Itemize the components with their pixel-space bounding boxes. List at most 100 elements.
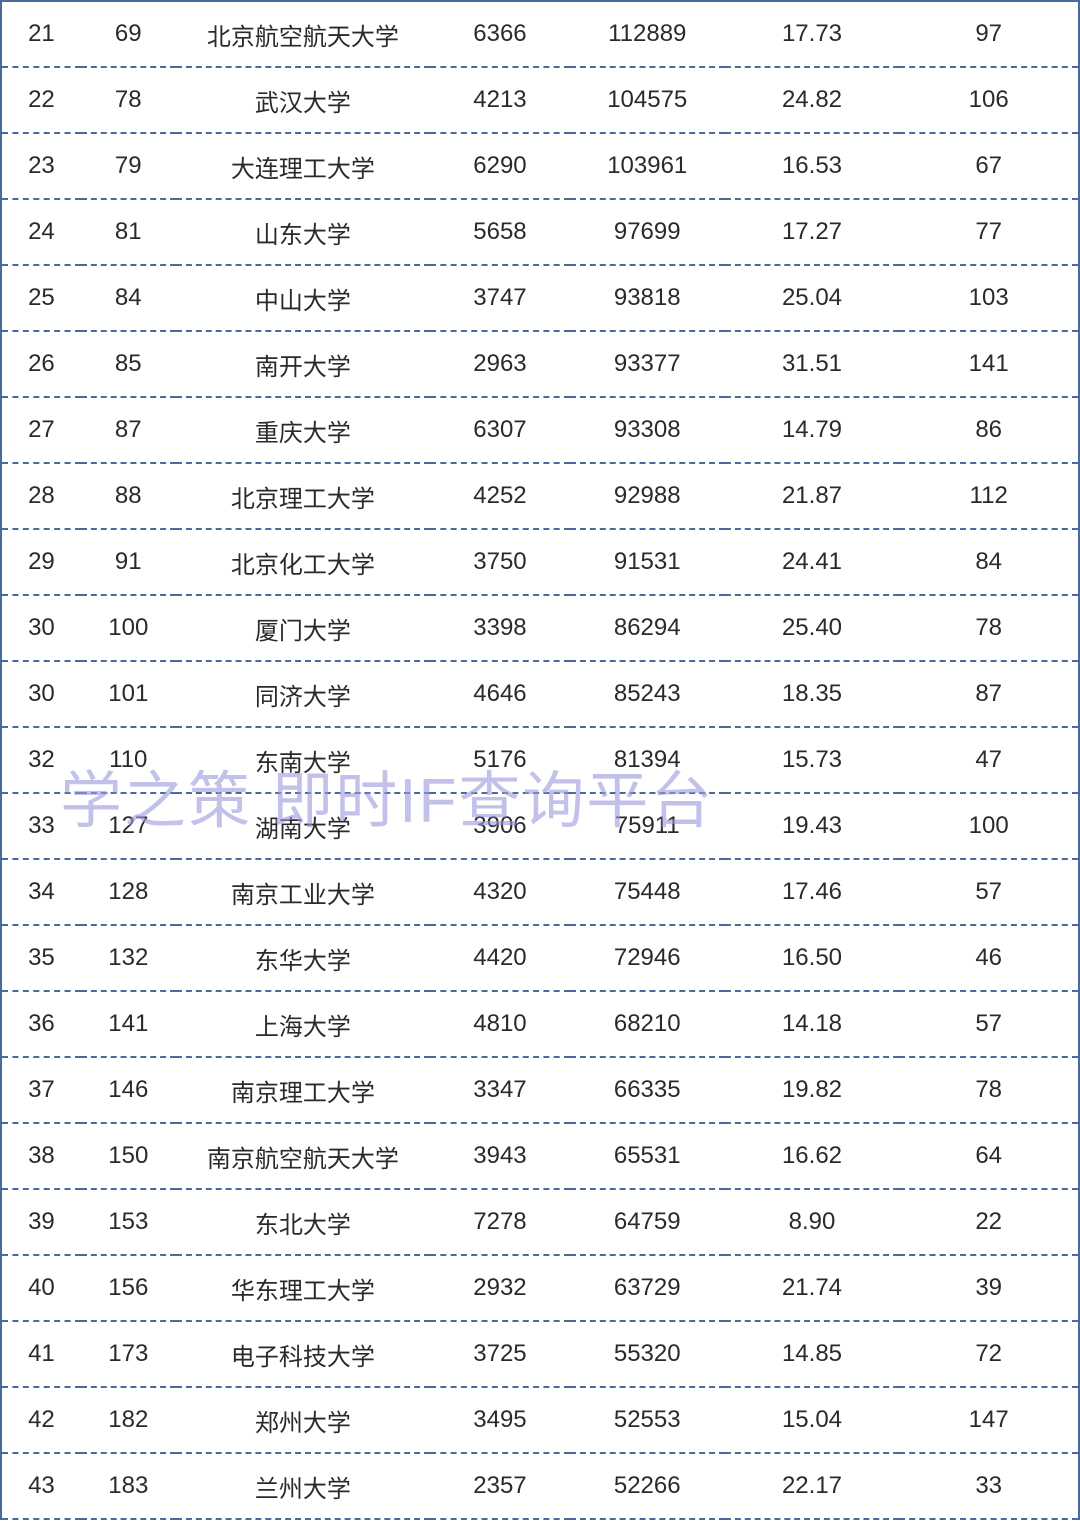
value3-cell: 25.40 xyxy=(725,595,900,661)
university-cell: 华东理工大学 xyxy=(176,1255,430,1321)
university-cell: 电子科技大学 xyxy=(176,1321,430,1387)
value1-cell: 3943 xyxy=(430,1123,570,1189)
value2-cell: 103961 xyxy=(570,133,725,199)
table-row: 35132东华大学44207294616.5046 xyxy=(1,925,1079,991)
value3-cell: 17.73 xyxy=(725,1,900,67)
value4-cell: 72 xyxy=(899,1321,1079,1387)
value2-cell: 86294 xyxy=(570,595,725,661)
university-cell: 南开大学 xyxy=(176,331,430,397)
code-cell: 183 xyxy=(81,1453,176,1519)
value1-cell: 6290 xyxy=(430,133,570,199)
rank-cell: 22 xyxy=(1,67,81,133)
code-cell: 127 xyxy=(81,793,176,859)
code-cell: 87 xyxy=(81,397,176,463)
value2-cell: 75448 xyxy=(570,859,725,925)
value1-cell: 2932 xyxy=(430,1255,570,1321)
table-row: 37146南京理工大学33476633519.8278 xyxy=(1,1057,1079,1123)
code-cell: 182 xyxy=(81,1387,176,1453)
rank-cell: 33 xyxy=(1,793,81,859)
value3-cell: 18.35 xyxy=(725,661,900,727)
code-cell: 69 xyxy=(81,1,176,67)
value1-cell: 3750 xyxy=(430,529,570,595)
rank-cell: 36 xyxy=(1,991,81,1057)
table-row: 2685南开大学29639337731.51141 xyxy=(1,331,1079,397)
table-row: 30101同济大学46468524318.3587 xyxy=(1,661,1079,727)
rank-cell: 28 xyxy=(1,463,81,529)
value1-cell: 4252 xyxy=(430,463,570,529)
table-row: 2481山东大学56589769917.2777 xyxy=(1,199,1079,265)
value2-cell: 93377 xyxy=(570,331,725,397)
rank-cell: 30 xyxy=(1,661,81,727)
value1-cell: 5176 xyxy=(430,727,570,793)
university-cell: 郑州大学 xyxy=(176,1387,430,1453)
university-cell: 厦门大学 xyxy=(176,595,430,661)
value4-cell: 33 xyxy=(899,1453,1079,1519)
table-row: 2379大连理工大学629010396116.5367 xyxy=(1,133,1079,199)
university-cell: 东华大学 xyxy=(176,925,430,991)
code-cell: 88 xyxy=(81,463,176,529)
university-cell: 武汉大学 xyxy=(176,67,430,133)
value3-cell: 14.18 xyxy=(725,991,900,1057)
value3-cell: 21.74 xyxy=(725,1255,900,1321)
table-row: 38150南京航空航天大学39436553116.6264 xyxy=(1,1123,1079,1189)
value2-cell: 64759 xyxy=(570,1189,725,1255)
code-cell: 110 xyxy=(81,727,176,793)
rank-cell: 21 xyxy=(1,1,81,67)
code-cell: 156 xyxy=(81,1255,176,1321)
value4-cell: 78 xyxy=(899,595,1079,661)
value3-cell: 24.41 xyxy=(725,529,900,595)
code-cell: 150 xyxy=(81,1123,176,1189)
value3-cell: 17.46 xyxy=(725,859,900,925)
university-cell: 上海大学 xyxy=(176,991,430,1057)
university-cell: 南京航空航天大学 xyxy=(176,1123,430,1189)
university-cell: 东南大学 xyxy=(176,727,430,793)
value2-cell: 63729 xyxy=(570,1255,725,1321)
value1-cell: 4213 xyxy=(430,67,570,133)
value3-cell: 19.82 xyxy=(725,1057,900,1123)
value2-cell: 68210 xyxy=(570,991,725,1057)
value3-cell: 17.27 xyxy=(725,199,900,265)
value3-cell: 8.90 xyxy=(725,1189,900,1255)
value2-cell: 91531 xyxy=(570,529,725,595)
value1-cell: 5658 xyxy=(430,199,570,265)
value1-cell: 6366 xyxy=(430,1,570,67)
value4-cell: 22 xyxy=(899,1189,1079,1255)
table-body: 2169北京航空航天大学636611288917.73972278武汉大学421… xyxy=(1,1,1079,1519)
rank-cell: 41 xyxy=(1,1321,81,1387)
rank-cell: 30 xyxy=(1,595,81,661)
value2-cell: 93308 xyxy=(570,397,725,463)
code-cell: 84 xyxy=(81,265,176,331)
value1-cell: 4420 xyxy=(430,925,570,991)
university-cell: 湖南大学 xyxy=(176,793,430,859)
university-cell: 南京工业大学 xyxy=(176,859,430,925)
table-row: 2169北京航空航天大学636611288917.7397 xyxy=(1,1,1079,67)
value4-cell: 64 xyxy=(899,1123,1079,1189)
code-cell: 81 xyxy=(81,199,176,265)
value4-cell: 112 xyxy=(899,463,1079,529)
rank-cell: 35 xyxy=(1,925,81,991)
value1-cell: 2357 xyxy=(430,1453,570,1519)
code-cell: 101 xyxy=(81,661,176,727)
table-row: 2787重庆大学63079330814.7986 xyxy=(1,397,1079,463)
university-cell: 北京航空航天大学 xyxy=(176,1,430,67)
value2-cell: 65531 xyxy=(570,1123,725,1189)
value4-cell: 57 xyxy=(899,991,1079,1057)
value4-cell: 67 xyxy=(899,133,1079,199)
rank-cell: 37 xyxy=(1,1057,81,1123)
code-cell: 173 xyxy=(81,1321,176,1387)
rank-cell: 32 xyxy=(1,727,81,793)
table-row: 2888北京理工大学42529298821.87112 xyxy=(1,463,1079,529)
value1-cell: 3906 xyxy=(430,793,570,859)
university-ranking-table: 2169北京航空航天大学636611288917.73972278武汉大学421… xyxy=(0,0,1080,1520)
table-row: 32110东南大学51768139415.7347 xyxy=(1,727,1079,793)
value1-cell: 4320 xyxy=(430,859,570,925)
rank-cell: 23 xyxy=(1,133,81,199)
code-cell: 85 xyxy=(81,331,176,397)
value4-cell: 46 xyxy=(899,925,1079,991)
university-cell: 北京化工大学 xyxy=(176,529,430,595)
value2-cell: 75911 xyxy=(570,793,725,859)
table-row: 36141上海大学48106821014.1857 xyxy=(1,991,1079,1057)
value2-cell: 66335 xyxy=(570,1057,725,1123)
value1-cell: 6307 xyxy=(430,397,570,463)
university-cell: 北京理工大学 xyxy=(176,463,430,529)
